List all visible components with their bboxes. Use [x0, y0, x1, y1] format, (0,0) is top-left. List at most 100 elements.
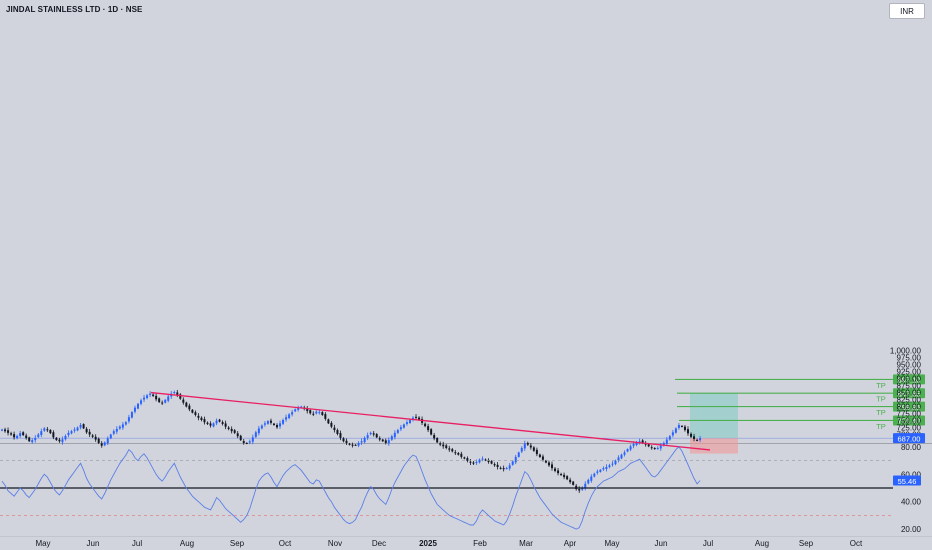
- candle-body: [167, 396, 170, 401]
- candle-body: [55, 437, 58, 441]
- candle-body: [390, 436, 393, 440]
- candle-body: [46, 429, 49, 431]
- candle-body: [408, 419, 411, 424]
- tp-levels: TP 897.10 TP 847.65 TP 799.85 TP 750.40: [675, 374, 925, 431]
- candle-body: [94, 436, 97, 440]
- candle: [97, 437, 100, 445]
- candle: [124, 420, 127, 426]
- candle: [218, 418, 221, 423]
- candle: [182, 397, 185, 405]
- candle: [665, 437, 668, 447]
- candle: [547, 460, 550, 467]
- candle: [318, 409, 321, 415]
- candle-body: [369, 432, 372, 435]
- candle: [605, 464, 608, 472]
- candle: [136, 403, 139, 410]
- candle-body: [88, 431, 91, 435]
- candle-body: [152, 394, 155, 396]
- price-tick-label: 900.00: [897, 375, 922, 384]
- time-axis-label: Jun: [87, 539, 100, 548]
- candle-body: [282, 419, 285, 424]
- candle: [230, 426, 233, 434]
- tp-price-tag: [893, 374, 925, 385]
- currency-button[interactable]: INR: [889, 3, 925, 19]
- candle: [369, 431, 372, 436]
- candle: [327, 418, 330, 425]
- candle: [457, 451, 460, 456]
- time-axis-label: Sep: [799, 539, 814, 548]
- time-axis-label: Apr: [564, 539, 577, 548]
- price-tick-label: 825.00: [897, 396, 922, 405]
- candle: [188, 403, 191, 412]
- candle-body: [121, 424, 124, 428]
- time-axis-label: May: [35, 539, 50, 548]
- candle: [100, 441, 103, 448]
- tp-price-tag-text: 799.85: [898, 403, 921, 412]
- time-axis-label: Jun: [655, 539, 668, 548]
- candle: [342, 437, 345, 443]
- candle-body: [342, 438, 345, 442]
- candle-body: [396, 430, 399, 433]
- candle: [638, 438, 641, 445]
- candle: [357, 441, 360, 448]
- candle: [212, 422, 215, 428]
- tp-price-tag-text: 750.40: [898, 417, 921, 426]
- candle: [563, 472, 566, 480]
- candle: [529, 442, 532, 450]
- candle-body: [179, 394, 182, 399]
- candle-body: [1, 429, 3, 431]
- candle-body: [212, 423, 215, 427]
- candle: [493, 462, 496, 467]
- candle-body: [635, 442, 638, 445]
- candle-body: [333, 427, 336, 431]
- candle-body: [544, 460, 547, 463]
- candle-body: [674, 428, 677, 433]
- candle: [668, 434, 671, 441]
- candle-body: [28, 437, 31, 442]
- candle: [103, 441, 106, 447]
- rsi-tick-label: 80.00: [901, 443, 922, 452]
- candle: [375, 433, 378, 439]
- candle-body: [683, 426, 686, 431]
- candle: [121, 421, 124, 430]
- time-axis-label: Sep: [230, 539, 245, 548]
- candle-body: [378, 438, 381, 440]
- candle-body: [653, 447, 656, 450]
- candle-body: [276, 425, 279, 428]
- candle: [227, 426, 230, 431]
- candle: [554, 467, 557, 473]
- candle-body: [596, 471, 599, 473]
- candle-body: [424, 423, 427, 427]
- candle: [693, 433, 696, 442]
- candle: [236, 431, 239, 439]
- candle-body: [339, 433, 342, 438]
- candle-body: [25, 435, 28, 438]
- candle-body: [64, 435, 67, 440]
- candle: [263, 421, 266, 427]
- candle-body: [40, 431, 43, 435]
- candle-body: [345, 440, 348, 443]
- candle-body: [469, 461, 472, 463]
- candle: [109, 433, 112, 440]
- candle: [587, 478, 590, 485]
- candle-body: [547, 462, 550, 466]
- candle-body: [197, 415, 200, 418]
- candle-body: [182, 399, 185, 403]
- candle-body: [451, 449, 454, 452]
- candle: [143, 394, 146, 402]
- candle: [152, 393, 155, 398]
- time-axis-label: Jul: [132, 539, 142, 548]
- tp-price-tag-text: 897.10: [898, 376, 921, 385]
- candle-body: [475, 461, 478, 463]
- candle: [324, 412, 327, 421]
- price-tick-label: 950.00: [897, 361, 922, 370]
- candle-body: [67, 432, 70, 436]
- candle: [696, 438, 699, 442]
- candle-body: [511, 461, 514, 465]
- candle-body: [680, 425, 683, 427]
- candle-body: [375, 434, 378, 438]
- candle: [194, 410, 197, 417]
- candle: [566, 475, 569, 481]
- candle: [4, 427, 7, 433]
